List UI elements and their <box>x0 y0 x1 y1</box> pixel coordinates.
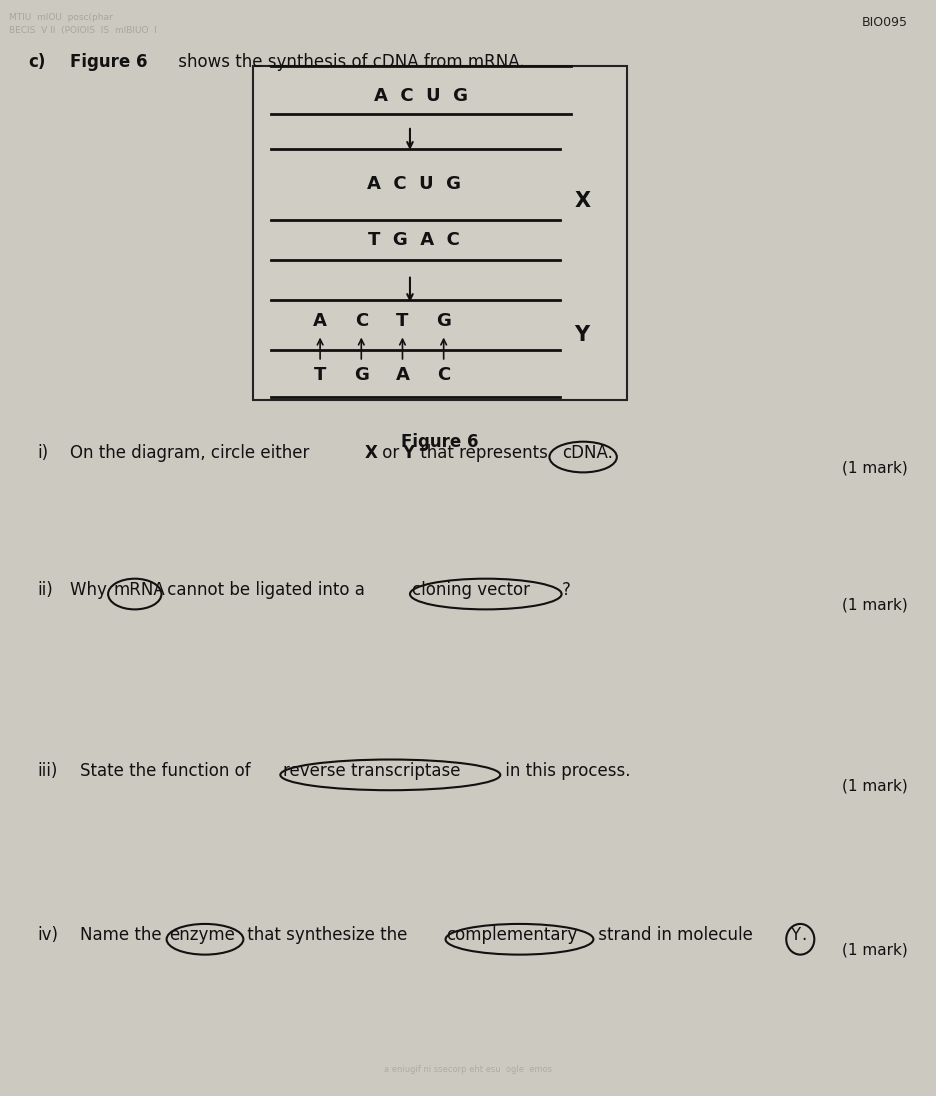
Text: Y: Y <box>790 926 800 944</box>
Text: G: G <box>436 312 451 331</box>
Text: cloning vector: cloning vector <box>412 581 530 598</box>
Text: complementary: complementary <box>446 926 578 944</box>
Text: A  C  U  G: A C U G <box>374 87 468 105</box>
Text: X: X <box>574 191 591 212</box>
Text: (1 mark): (1 mark) <box>842 778 908 794</box>
Text: a eniugif ni ssecorp eht esu  ogle  emos: a eniugif ni ssecorp eht esu ogle emos <box>384 1065 552 1074</box>
Text: that represents: that represents <box>415 444 553 461</box>
Text: enzyme: enzyme <box>169 926 235 944</box>
Text: Figure 6: Figure 6 <box>70 53 148 70</box>
Text: T  G  A  C: T G A C <box>368 230 460 249</box>
Text: (1 mark): (1 mark) <box>842 597 908 613</box>
Text: iii): iii) <box>37 762 58 779</box>
Text: Y: Y <box>575 324 590 345</box>
FancyBboxPatch shape <box>253 66 627 400</box>
Text: in this process.: in this process. <box>500 762 630 779</box>
Text: BECIS  V II  (POIOIS  IS  mIBIUO  I: BECIS V II (POIOIS IS mIBIUO I <box>9 26 157 35</box>
Text: A  C  U  G: A C U G <box>367 175 461 193</box>
Text: T: T <box>314 366 327 384</box>
Text: mRNA: mRNA <box>113 581 165 598</box>
Text: ii): ii) <box>37 581 53 598</box>
Text: c): c) <box>28 53 46 70</box>
Text: reverse transcriptase: reverse transcriptase <box>283 762 461 779</box>
Text: iv): iv) <box>37 926 58 944</box>
Text: Y: Y <box>402 444 415 461</box>
Text: A: A <box>314 312 327 331</box>
Text: On the diagram, circle either: On the diagram, circle either <box>70 444 314 461</box>
Text: cannot be ligated into a: cannot be ligated into a <box>162 581 370 598</box>
Text: cDNA.: cDNA. <box>563 444 613 461</box>
Text: X: X <box>365 444 378 461</box>
Text: T: T <box>396 312 409 331</box>
Text: Why: Why <box>70 581 112 598</box>
Text: Figure 6: Figure 6 <box>402 433 478 450</box>
Text: C: C <box>437 366 450 384</box>
Text: State the function of: State the function of <box>80 762 256 779</box>
Text: shows the synthesis of cDNA from mRNA.: shows the synthesis of cDNA from mRNA. <box>173 53 525 70</box>
Text: i): i) <box>37 444 49 461</box>
Text: .: . <box>801 926 807 944</box>
Text: that synthesize the: that synthesize the <box>242 926 413 944</box>
Text: (1 mark): (1 mark) <box>842 460 908 476</box>
Text: Name the: Name the <box>80 926 161 944</box>
Text: strand in molecule: strand in molecule <box>593 926 758 944</box>
Text: C: C <box>355 312 368 331</box>
Text: or: or <box>377 444 404 461</box>
Text: BIO095: BIO095 <box>862 16 908 30</box>
Text: MTIU  mIOU  posc(phar: MTIU mIOU posc(phar <box>9 13 113 22</box>
Text: (1 mark): (1 mark) <box>842 943 908 958</box>
Text: ?: ? <box>562 581 570 598</box>
Text: A: A <box>396 366 409 384</box>
Text: G: G <box>354 366 369 384</box>
